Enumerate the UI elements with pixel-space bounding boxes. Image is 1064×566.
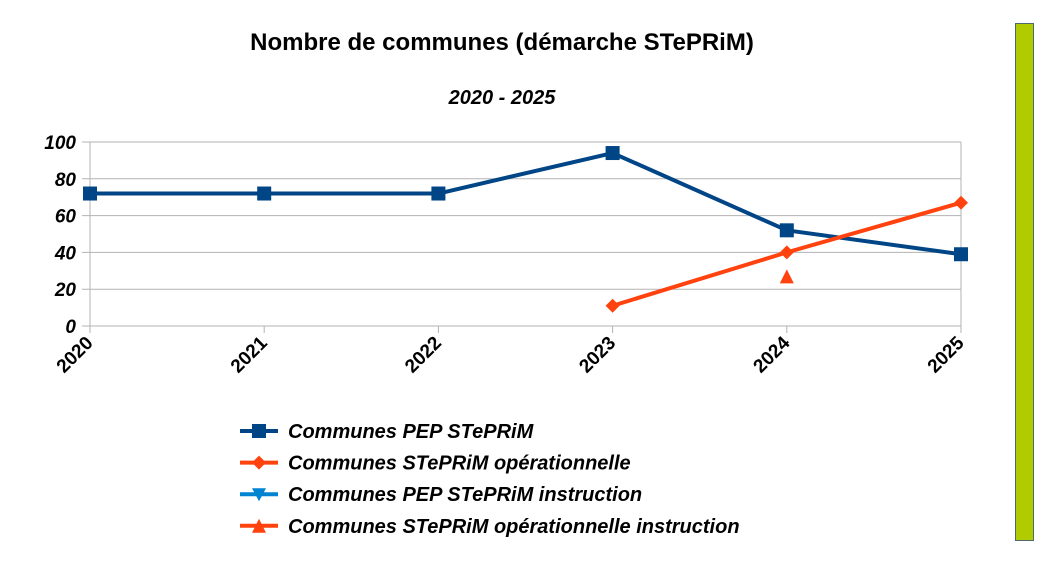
data-point (605, 298, 620, 313)
data-point (779, 269, 794, 284)
data-point (779, 223, 794, 238)
series-line (90, 151, 962, 257)
data-point (257, 186, 272, 201)
x-tick-label: 2022 (401, 333, 446, 378)
legend-marker-icon (252, 455, 266, 470)
legend: Communes PEP STePRiM Communes STePRiM opé… (240, 421, 740, 538)
series-4 (779, 269, 794, 284)
data-point (83, 186, 97, 201)
x-tick-label: 2023 (575, 333, 620, 378)
legend-marker-icon (252, 424, 266, 438)
data-point (605, 146, 620, 161)
y-tick-label: 100 (44, 133, 76, 154)
legend-item: Communes PEP STePRiM (240, 421, 535, 443)
legend-item: Communes STePRiM opérationnelle instruct… (240, 516, 740, 538)
legend-label: Communes STePRiM opérationnelle instruct… (288, 516, 740, 538)
series-group (83, 146, 968, 313)
legend-item: Communes STePRiM opérationnelle (240, 453, 631, 475)
legend-label: Communes PEP STePRiM (288, 421, 535, 443)
data-point (954, 195, 968, 210)
chart-title: Nombre de communes (démarche STePRiM) (250, 29, 754, 56)
legend-label: Communes PEP STePRiM instruction (288, 484, 642, 506)
data-point (954, 247, 968, 262)
series-1 (83, 146, 968, 262)
legend-item: Communes PEP STePRiM instruction (240, 484, 642, 506)
side-accent-bar (1015, 23, 1034, 541)
chart-subtitle: 2020 - 2025 (448, 87, 557, 109)
y-tick-label: 0 (65, 317, 76, 338)
x-tick-label: 2021 (227, 332, 272, 377)
legend-marker-icon (252, 488, 266, 502)
x-tick-label: 2020 (53, 333, 98, 378)
x-axis-ticks: 2020 2021 2022 2023 2024 2025 (53, 332, 969, 377)
gridlines (82, 141, 962, 333)
legend-marker-icon (252, 518, 266, 533)
y-tick-label: 80 (55, 170, 77, 191)
legend-label: Communes STePRiM opérationnelle (288, 453, 631, 475)
data-point (431, 186, 446, 201)
y-tick-label: 60 (55, 207, 77, 228)
y-axis-ticks: 0 20 40 60 80 100 (44, 133, 76, 338)
series-2 (605, 195, 968, 313)
y-tick-label: 40 (54, 243, 77, 264)
data-point (779, 245, 794, 260)
x-tick-label: 2025 (924, 332, 969, 377)
y-tick-label: 20 (54, 280, 77, 301)
x-tick-label: 2024 (750, 332, 795, 377)
